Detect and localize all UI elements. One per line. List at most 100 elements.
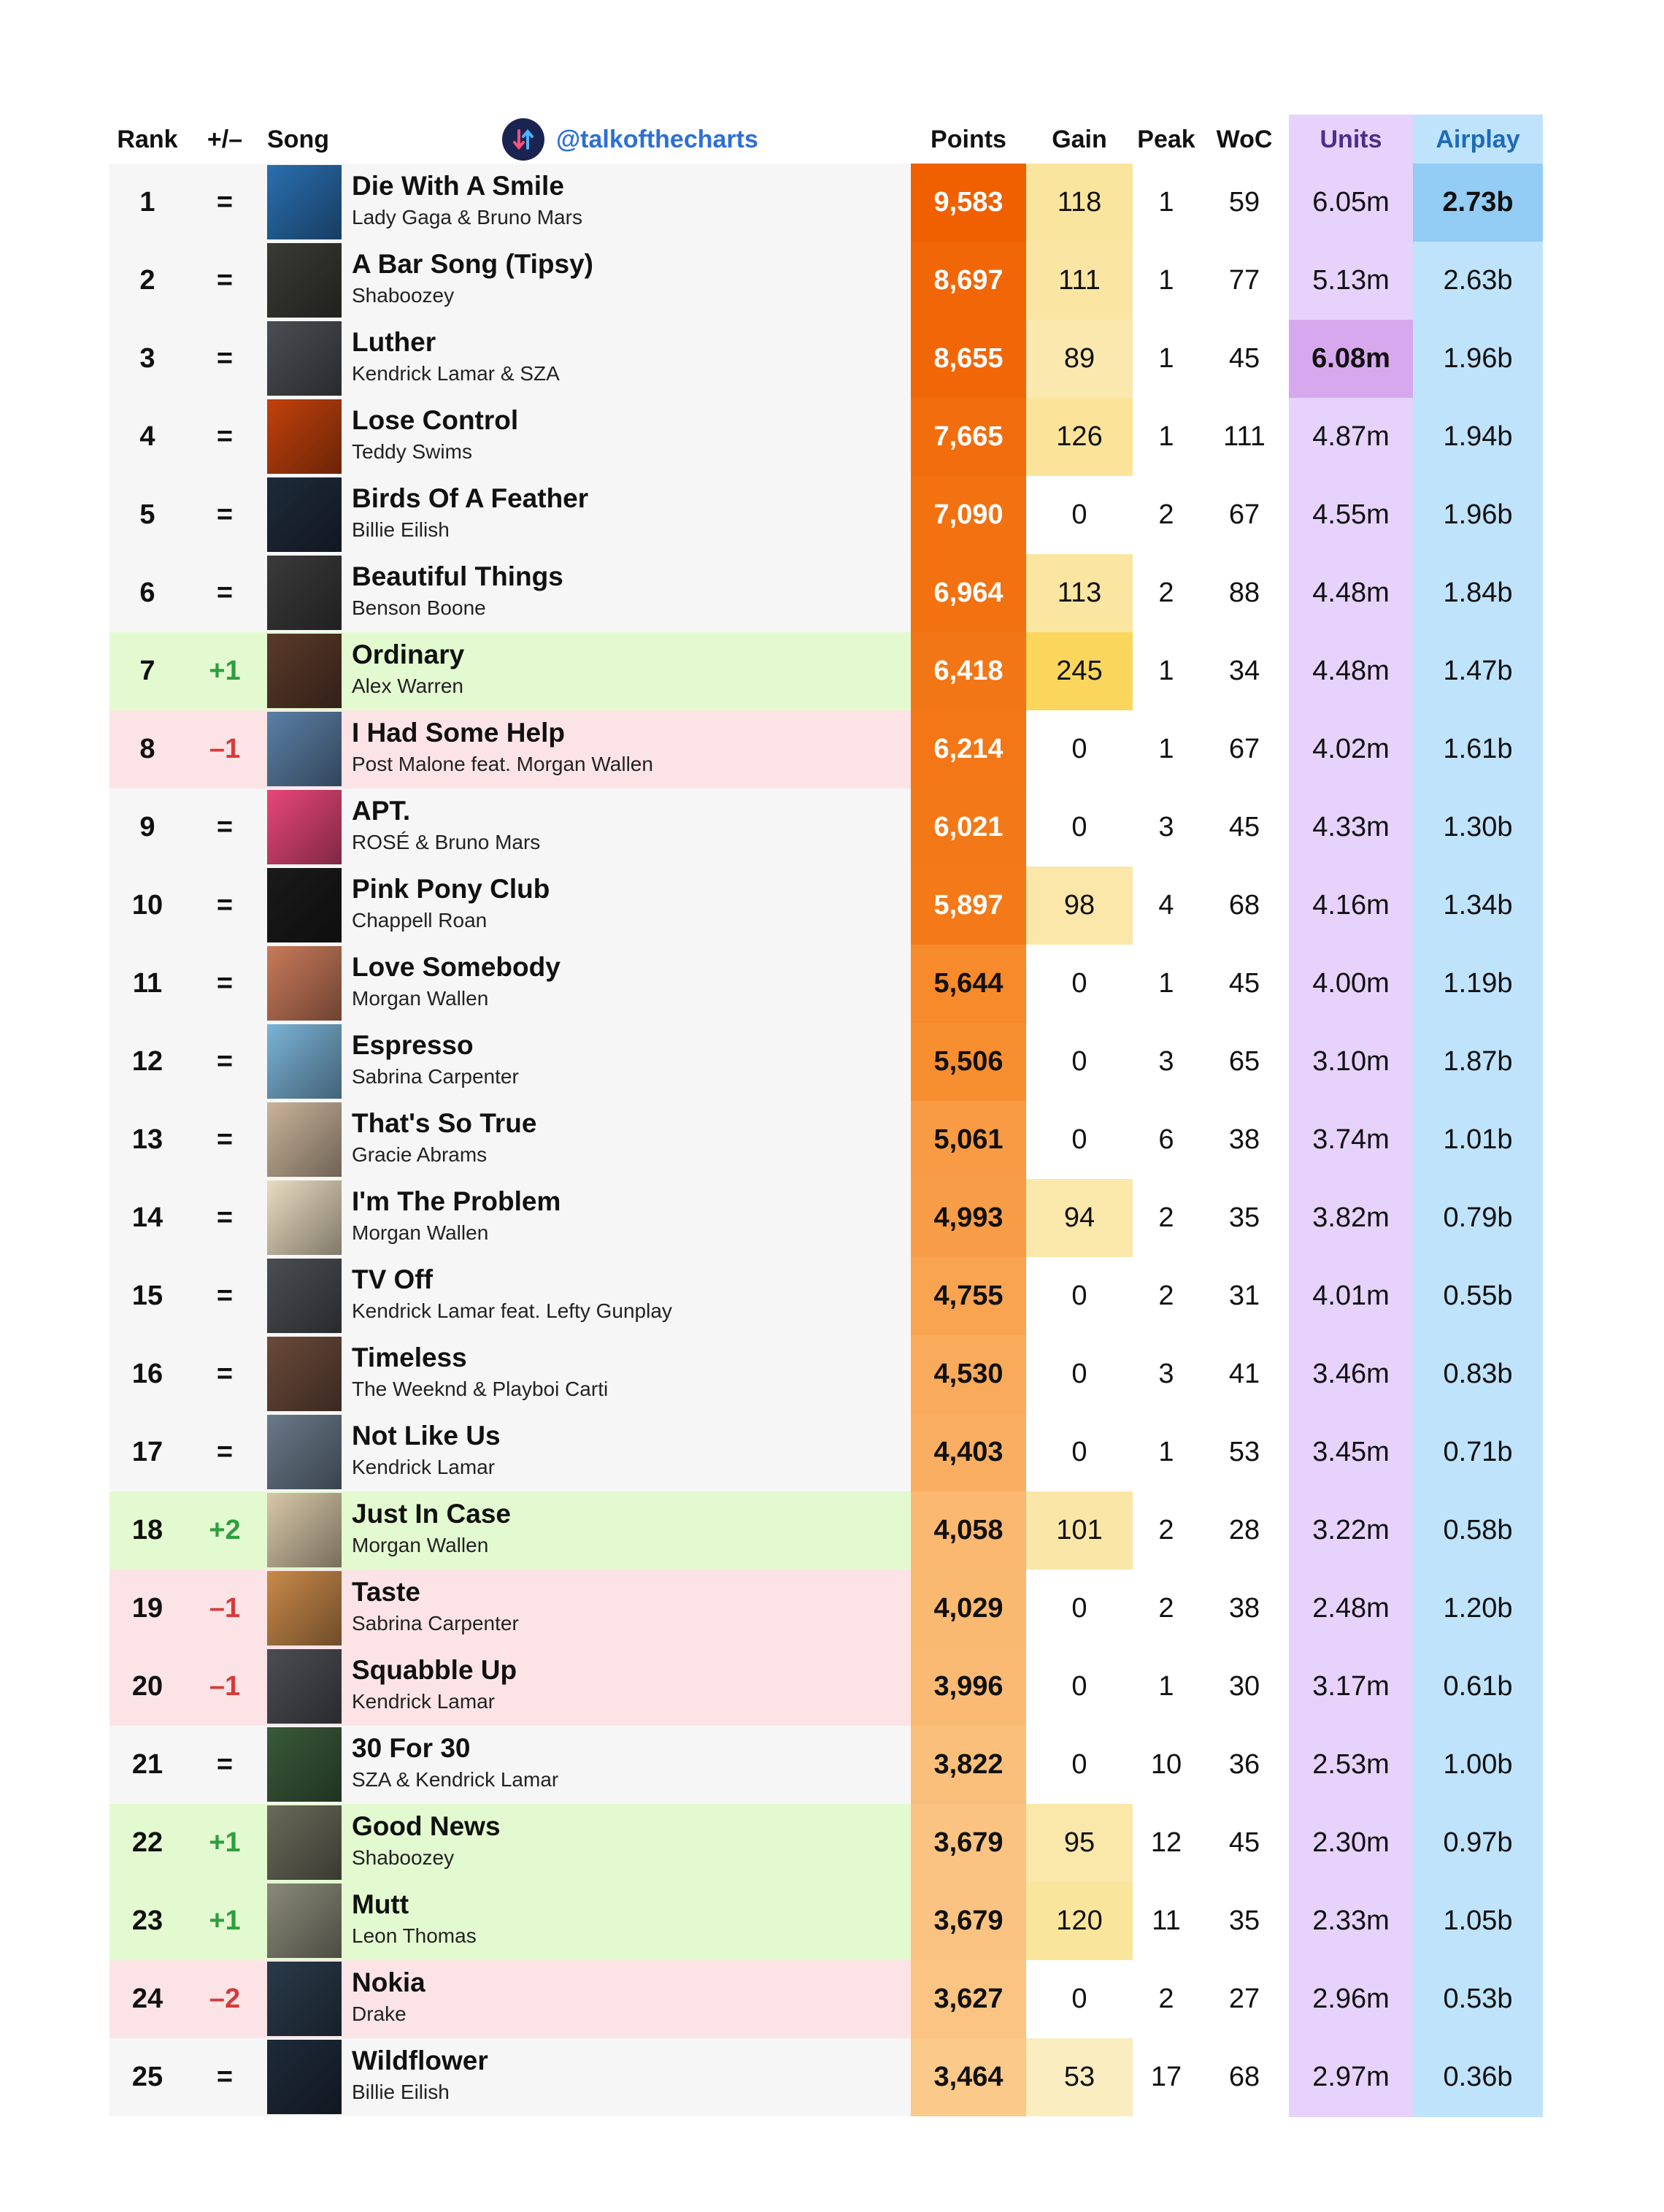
gain-cell: 0 — [1071, 1437, 1087, 1467]
row-background — [109, 1726, 911, 1804]
song-title[interactable]: TV Off — [352, 1264, 433, 1294]
points-cell: 4,403 — [911, 1413, 1026, 1491]
units-cell: 4.00m — [1312, 968, 1390, 999]
airplay-cell: 0.55b — [1443, 1280, 1513, 1311]
album-art — [267, 243, 342, 318]
album-art — [267, 2040, 342, 2114]
woc-cell: 30 — [1228, 1671, 1260, 1702]
woc-cell: 45 — [1228, 1827, 1260, 1858]
table-row[interactable]: 11 = Love Somebody Morgan Wallen 5,644 0 1 45 4.… — [109, 945, 1543, 1023]
song-title[interactable]: That's So True — [352, 1108, 537, 1138]
change-cell: = — [216, 187, 234, 218]
rank-cell: 22 — [131, 1827, 163, 1858]
airplay-cell: 1.30b — [1443, 812, 1513, 842]
peak-cell: 2 — [1158, 1593, 1174, 1624]
song-title[interactable]: Squabble Up — [352, 1655, 517, 1685]
units-cell: 4.87m — [1312, 421, 1390, 452]
airplay-cell: 1.47b — [1443, 656, 1513, 686]
peak-cell: 1 — [1158, 343, 1174, 374]
table-row[interactable]: 8 –1 I Had Some Help Post Malone feat. Morg… — [109, 710, 1543, 788]
change-cell: = — [216, 1749, 234, 1780]
rank-cell: 10 — [131, 890, 163, 921]
song-title[interactable]: Lose Control — [352, 405, 519, 435]
airplay-cell: 0.79b — [1443, 1202, 1513, 1233]
song-title[interactable]: Beautiful Things — [352, 561, 563, 591]
table-row[interactable]: 5 = Birds Of A Feather Billie Eilish 7,090 0 2… — [109, 476, 1543, 554]
rank-cell: 6 — [139, 577, 155, 608]
table-row[interactable]: 21 = 30 For 30 SZA & Kendrick Lamar 3,822 0 10… — [109, 1726, 1543, 1804]
rank-cell: 17 — [131, 1437, 163, 1467]
row-background — [109, 2038, 911, 2116]
table-row[interactable]: 25 = Wildflower Billie Eilish 3,464 53 17 68 2.9… — [109, 2038, 1543, 2116]
points-cell: 3,627 — [911, 1960, 1026, 2038]
table-row[interactable]: 24 –2 Nokia Drake 3,627 0 2 27 2.96m 0.53b — [109, 1960, 1543, 2038]
table-row[interactable]: 6 = Beautiful Things Benson Boone 6,964 113 2 8… — [109, 554, 1543, 632]
song-title[interactable]: Wildflower — [352, 2046, 488, 2075]
table-row[interactable]: 7 +1 Ordinary Alex Warren 6,418 245 1 34 4.48m 1.… — [109, 632, 1543, 710]
points-cell: 3,464 — [911, 2038, 1026, 2116]
song-title[interactable]: A Bar Song (Tipsy) — [352, 249, 593, 279]
song-title[interactable]: I Had Some Help — [352, 718, 565, 748]
table-row[interactable]: 13 = That's So True Gracie Abrams 5,061 0 6 38 3… — [109, 1101, 1543, 1179]
table-row[interactable]: 9 = APT. ROSÉ & Bruno Mars 6,021 0 3 45 4.33m 1.3… — [109, 788, 1543, 867]
table-row[interactable]: 4 = Lose Control Teddy Swims 7,665 126 1 111 4.8… — [109, 398, 1543, 476]
rank-cell: 21 — [131, 1749, 163, 1780]
peak-cell: 4 — [1158, 890, 1174, 921]
row-background — [109, 554, 911, 632]
song-title[interactable]: Just In Case — [352, 1499, 511, 1529]
handle-badge[interactable]: @talkofthecharts — [502, 117, 758, 162]
gain-cell: 118 — [1026, 164, 1133, 242]
table-row[interactable]: 1 = Die With A Smile Lady Gaga & Bruno Mars… — [109, 164, 1543, 242]
album-art — [267, 477, 342, 552]
song-title[interactable]: 30 For 30 — [352, 1733, 471, 1763]
airplay-cell: 1.01b — [1443, 1124, 1513, 1155]
song-title[interactable]: Espresso — [352, 1030, 474, 1060]
song-title[interactable]: Birds Of A Feather — [352, 483, 589, 513]
table-row[interactable]: 17 = Not Like Us Kendrick Lamar 4,403 0 1 53 3.4… — [109, 1413, 1543, 1491]
song-title[interactable]: Ordinary — [352, 640, 465, 669]
table-row[interactable]: 14 = I'm The Problem Morgan Wallen 4,993 94 2 3… — [109, 1179, 1543, 1257]
album-art — [267, 868, 342, 942]
gain-cell: 0 — [1071, 1280, 1087, 1311]
table-row[interactable]: 15 = TV Off Kendrick Lamar feat. Lefty Gunp… — [109, 1257, 1543, 1335]
header-airplay: Airplay — [1436, 125, 1520, 153]
rank-cell: 14 — [131, 1202, 163, 1233]
song-title[interactable]: APT. — [352, 796, 411, 826]
table-row[interactable]: 19 –1 Taste Sabrina Carpenter 4,029 0 2 38 2.48m… — [109, 1570, 1543, 1648]
units-cell: 4.16m — [1312, 890, 1390, 921]
song-title[interactable]: Taste — [352, 1577, 420, 1607]
song-title[interactable]: Good News — [352, 1811, 501, 1841]
song-title[interactable]: Pink Pony Club — [352, 874, 550, 904]
rank-cell: 3 — [139, 343, 155, 374]
album-art — [267, 1962, 342, 2036]
song-title[interactable]: Die With A Smile — [352, 171, 564, 201]
song-title[interactable]: Not Like Us — [352, 1421, 501, 1451]
row-background — [109, 1179, 911, 1257]
woc-cell: 45 — [1228, 343, 1260, 374]
row-background — [109, 398, 911, 476]
table-row[interactable]: 23 +1 Mutt Leon Thomas 3,679 120 11 35 2.33m 1.05… — [109, 1882, 1543, 1960]
album-art — [267, 946, 342, 1021]
peak-cell: 2 — [1158, 499, 1174, 530]
table-row[interactable]: 3 = Luther Kendrick Lamar & SZA 8,655 89 1 45 6.… — [109, 320, 1543, 398]
song-title[interactable]: Mutt — [352, 1889, 409, 1919]
gain-cell: 53 — [1026, 2038, 1133, 2116]
song-title[interactable]: I'm The Problem — [352, 1186, 561, 1216]
song-title[interactable]: Nokia — [352, 1967, 425, 1997]
table-row[interactable]: 10 = Pink Pony Club Chappell Roan 5,897 98 4 68… — [109, 867, 1543, 945]
peak-cell: 17 — [1150, 2062, 1182, 2092]
song-artist: Drake — [352, 2002, 407, 2025]
table-row[interactable]: 20 –1 Squabble Up Kendrick Lamar 3,996 0 1 30 3.… — [109, 1648, 1543, 1726]
table-row[interactable]: 22 +1 Good News Shaboozey 3,679 95 12 45 2.30m 0.… — [109, 1804, 1543, 1882]
album-art — [267, 1337, 342, 1411]
song-title[interactable]: Timeless — [352, 1343, 467, 1372]
units-cell: 3.22m — [1312, 1515, 1390, 1545]
table-row[interactable]: 18 +2 Just In Case Morgan Wallen 4,058 101 2 28… — [109, 1491, 1543, 1570]
song-title[interactable]: Luther — [352, 327, 436, 357]
table-row[interactable]: 12 = Espresso Sabrina Carpenter 5,506 0 3 65 3.1… — [109, 1023, 1543, 1101]
table-row[interactable]: 2 = A Bar Song (Tipsy) Shaboozey 8,697 111 1 77… — [109, 242, 1543, 320]
row-background — [109, 945, 911, 1023]
table-row[interactable]: 16 = Timeless The Weeknd & Playboi Carti 4,5… — [109, 1335, 1543, 1413]
song-title[interactable]: Love Somebody — [352, 952, 561, 982]
